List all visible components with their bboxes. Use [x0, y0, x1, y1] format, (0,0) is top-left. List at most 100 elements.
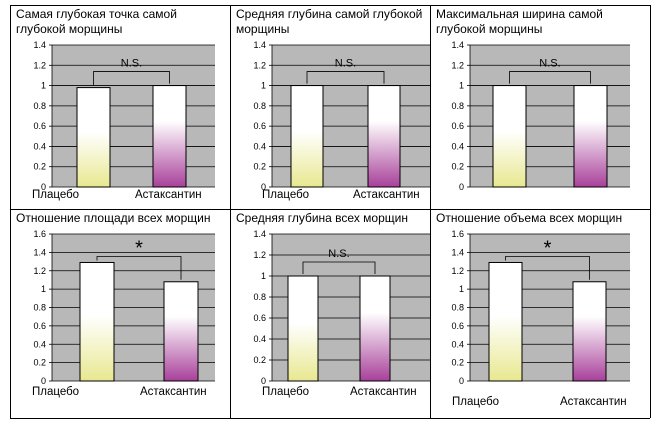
significance-bracket: [96, 256, 182, 280]
y-tick-label: 0.2: [33, 358, 46, 368]
bar-astaxanthin: [572, 281, 607, 382]
bar-astaxanthin: [573, 85, 608, 188]
x-label-astaxanthin: Астаксантин: [135, 189, 202, 201]
significance-label: *: [544, 237, 552, 259]
y-tick-label: 0.4: [451, 339, 464, 349]
y-tick-label: 0.4: [33, 339, 46, 349]
y-tick-label: 0.8: [33, 303, 46, 313]
bar-placebo: [76, 87, 111, 188]
y-tick-label: 1.4: [33, 40, 46, 50]
chart-svg: 0 0.2 0.4 0.6 0.8 1 1.2 1.4 N.S.: [451, 40, 630, 192]
y-tick-label: 0.6: [33, 121, 46, 131]
y-tick-label: 1.4: [451, 40, 464, 50]
y-tick-label: 1.2: [33, 266, 46, 276]
significance-bracket: [302, 261, 376, 274]
chart-svg: 0 0.2 0.4 0.6 0.8 1 1.2 1.4 N.S. Плацебо Астаксант…: [253, 40, 430, 201]
chart-title: Отношение площади всех морщин: [16, 211, 211, 225]
y-tick-label: 0: [459, 182, 464, 192]
significance-label: N.S.: [121, 58, 142, 70]
y-tick-label: 0.4: [451, 141, 464, 151]
significance-label: N.S.: [335, 58, 356, 70]
significance-bracket: [505, 256, 590, 280]
significance-bracket: [306, 71, 385, 84]
bar-placebo: [290, 85, 324, 188]
bar-placebo: [492, 85, 527, 188]
y-tick-label: 0.2: [451, 162, 464, 172]
y-tick-label: 0.8: [253, 101, 266, 111]
y-tick-label: 1: [261, 271, 266, 281]
chart-title: Максимальная ширина самой глубокой морщи…: [436, 7, 603, 36]
y-tick-label: 1.4: [253, 40, 266, 50]
significance-bracket: [509, 71, 591, 84]
x-label-astaxanthin: Астаксантин: [140, 386, 207, 398]
y-tick-label: 0: [459, 376, 464, 386]
chart-cell-5: Средняя глубина всех морщин 0 0.2 0.4 0.6 0.8…: [230, 209, 430, 418]
bar-placebo: [79, 261, 115, 382]
y-tick-label: 0.2: [33, 162, 46, 172]
y-tick-label: 1.2: [253, 250, 266, 260]
bar-astaxanthin: [359, 275, 391, 382]
y-tick-label: 0: [41, 182, 46, 192]
y-tick-label: 0.2: [253, 355, 266, 365]
y-tick-label: 1.4: [451, 247, 464, 257]
y-tick-label: 0.2: [253, 162, 266, 172]
chart-cell-3: Максимальная ширина самой глубокой морщи…: [430, 5, 650, 209]
y-tick-label: 0: [41, 376, 46, 386]
bar-astaxanthin: [367, 85, 401, 188]
chart-svg: 0 0.2 0.4 0.6 0.8 1 1.2 1.4 N.S. Плацебо Астаксант…: [253, 229, 430, 398]
y-tick-label: 0.6: [33, 321, 46, 331]
significance-label: N.S.: [539, 58, 560, 70]
y-tick-label: 0.6: [253, 313, 266, 323]
y-tick-label: 0.6: [451, 321, 464, 331]
y-tick-label: 0.6: [451, 121, 464, 131]
y-tick-label: 0: [261, 376, 266, 386]
x-label-placebo: Плацебо: [262, 386, 309, 398]
chart-svg: 0 0.2 0.4 0.6 0.8 1 1.2 1.4 N.S. Плацебо Астаксант…: [32, 40, 215, 201]
y-tick-label: 0.4: [253, 334, 266, 344]
chart-title: Самая глубокая точка самой глубокой морщ…: [16, 7, 177, 36]
significance-bracket: [93, 71, 170, 86]
significance-label: *: [135, 237, 143, 259]
y-tick-label: 1.4: [33, 247, 46, 257]
chart-title: Средняя глубина всех морщин: [236, 211, 408, 225]
bar-astaxanthin: [163, 281, 199, 382]
y-tick-label: 0: [261, 182, 266, 192]
y-tick-label: 0.8: [33, 101, 46, 111]
y-tick-label: 0.8: [451, 101, 464, 111]
y-tick-label: 1: [41, 81, 46, 91]
chart-cell-2: Средняя глубина самой глубокой морщины 0 0…: [230, 5, 430, 209]
y-tick-label: 1.6: [33, 229, 46, 239]
y-tick-label: 1.4: [253, 229, 266, 239]
significance-label: N.S.: [328, 248, 349, 260]
x-label-astaxanthin: Астаксантин: [353, 189, 420, 201]
x-label-astaxanthin: Астаксантин: [350, 386, 417, 398]
x-label-placebo: Плацебо: [262, 189, 309, 201]
chart-cell-6: Отношение объема всех морщин 0 0.2 0.4 0.6 0.…: [430, 209, 650, 418]
chart-title: Средняя глубина самой глубокой морщины: [236, 7, 423, 36]
y-tick-label: 1: [41, 284, 46, 294]
y-tick-label: 1: [261, 81, 266, 91]
y-tick-label: 1.2: [33, 60, 46, 70]
bar-placebo: [488, 261, 523, 382]
y-tick-label: 1.2: [451, 266, 464, 276]
y-tick-label: 0.8: [253, 292, 266, 302]
y-tick-label: 0.4: [253, 141, 266, 151]
bar-placebo: [287, 275, 319, 382]
y-tick-label: 0.4: [33, 141, 46, 151]
y-tick-label: 1.6: [451, 229, 464, 239]
y-tick-label: 0.6: [253, 121, 266, 131]
y-tick-label: 1: [459, 284, 464, 294]
x-label-astaxanthin: Астаксантин: [560, 396, 627, 408]
y-tick-label: 0.2: [451, 358, 464, 368]
y-tick-label: 0.8: [451, 303, 464, 313]
y-tick-label: 1.2: [253, 60, 266, 70]
y-tick-label: 1: [459, 81, 464, 91]
bar-astaxanthin: [152, 85, 187, 188]
chart-svg: 0 0.2 0.4 0.6 0.8 1 1.2 1.4 1.6 * Плацебо Астаксант…: [451, 229, 630, 408]
x-label-placebo: Плацебо: [32, 386, 79, 398]
chart-cell-4: Отношение площади всех морщин 0 0.2 0.4 0.6 0…: [10, 209, 230, 418]
chart-cell-1: Самая глубокая точка самой глубокой морщ…: [10, 5, 230, 209]
chart-title: Отношение объема всех морщин: [436, 211, 623, 225]
